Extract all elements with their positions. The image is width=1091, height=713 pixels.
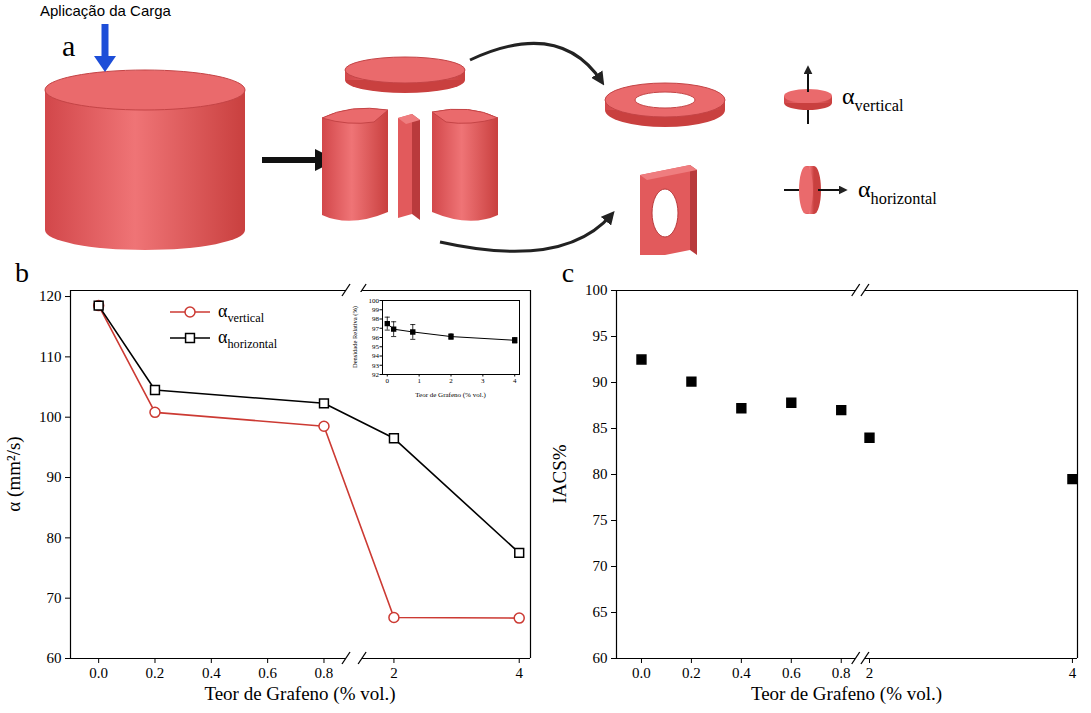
svg-text:0: 0 — [386, 377, 390, 385]
svg-text:α (mm²/s): α (mm²/s) — [3, 436, 25, 511]
svg-text:90: 90 — [47, 469, 62, 485]
svg-text:93: 93 — [372, 361, 380, 369]
svg-text:70: 70 — [47, 590, 62, 606]
svg-text:99: 99 — [372, 306, 380, 314]
svg-text:60: 60 — [593, 650, 608, 666]
svg-text:2: 2 — [449, 377, 453, 385]
svg-text:0.4: 0.4 — [202, 665, 221, 681]
svg-text:0.8: 0.8 — [832, 665, 851, 681]
svg-text:4: 4 — [515, 665, 523, 681]
svg-text:2: 2 — [390, 665, 398, 681]
svg-text:1: 1 — [417, 377, 421, 385]
svg-text:b: b — [15, 257, 29, 288]
svg-text:0.6: 0.6 — [258, 665, 277, 681]
svg-text:αhorizontal: αhorizontal — [858, 176, 937, 208]
svg-text:0.2: 0.2 — [682, 665, 701, 681]
svg-text:65: 65 — [593, 604, 608, 620]
svg-text:92: 92 — [372, 371, 380, 379]
svg-text:Aplicação da Carga: Aplicação da Carga — [40, 2, 172, 19]
svg-text:120: 120 — [39, 288, 62, 304]
svg-text:100: 100 — [39, 409, 62, 425]
svg-text:75: 75 — [593, 512, 608, 528]
svg-text:0.6: 0.6 — [782, 665, 801, 681]
svg-text:a: a — [62, 29, 75, 62]
svg-text:Teor de Grafeno (% vol.): Teor de Grafeno (% vol.) — [415, 391, 486, 399]
svg-text:90: 90 — [593, 374, 608, 390]
svg-text:c: c — [562, 257, 574, 288]
svg-text:94: 94 — [372, 352, 380, 360]
svg-text:Densidade Relativa (%): Densidade Relativa (%) — [351, 306, 359, 368]
svg-text:110: 110 — [40, 349, 62, 365]
svg-text:2: 2 — [866, 665, 874, 681]
svg-text:98: 98 — [372, 315, 380, 323]
svg-text:97: 97 — [372, 324, 380, 332]
svg-text:αvertical: αvertical — [218, 301, 265, 325]
svg-text:0.8: 0.8 — [315, 665, 334, 681]
svg-text:95: 95 — [593, 328, 608, 344]
svg-text:Teor de Grafeno (% vol.): Teor de Grafeno (% vol.) — [751, 683, 942, 705]
svg-text:60: 60 — [47, 650, 62, 666]
svg-text:αvertical: αvertical — [842, 83, 904, 115]
svg-text:85: 85 — [593, 420, 608, 436]
svg-text:70: 70 — [593, 558, 608, 574]
svg-text:4: 4 — [513, 377, 517, 385]
svg-text:3: 3 — [481, 377, 485, 385]
svg-text:0.0: 0.0 — [632, 665, 651, 681]
svg-text:αhorizontal: αhorizontal — [218, 327, 278, 351]
svg-text:0.0: 0.0 — [89, 665, 108, 681]
svg-text:80: 80 — [593, 466, 608, 482]
svg-text:4: 4 — [1069, 665, 1077, 681]
svg-text:100: 100 — [369, 297, 380, 305]
svg-text:0.2: 0.2 — [146, 665, 165, 681]
svg-text:80: 80 — [47, 530, 62, 546]
svg-text:0.4: 0.4 — [732, 665, 751, 681]
svg-text:100: 100 — [585, 282, 608, 298]
svg-text:95: 95 — [372, 343, 380, 351]
svg-text:Teor de Grafeno (% vol.): Teor de Grafeno (% vol.) — [204, 683, 395, 705]
svg-text:96: 96 — [372, 334, 380, 342]
svg-text:IACS%: IACS% — [549, 444, 570, 503]
